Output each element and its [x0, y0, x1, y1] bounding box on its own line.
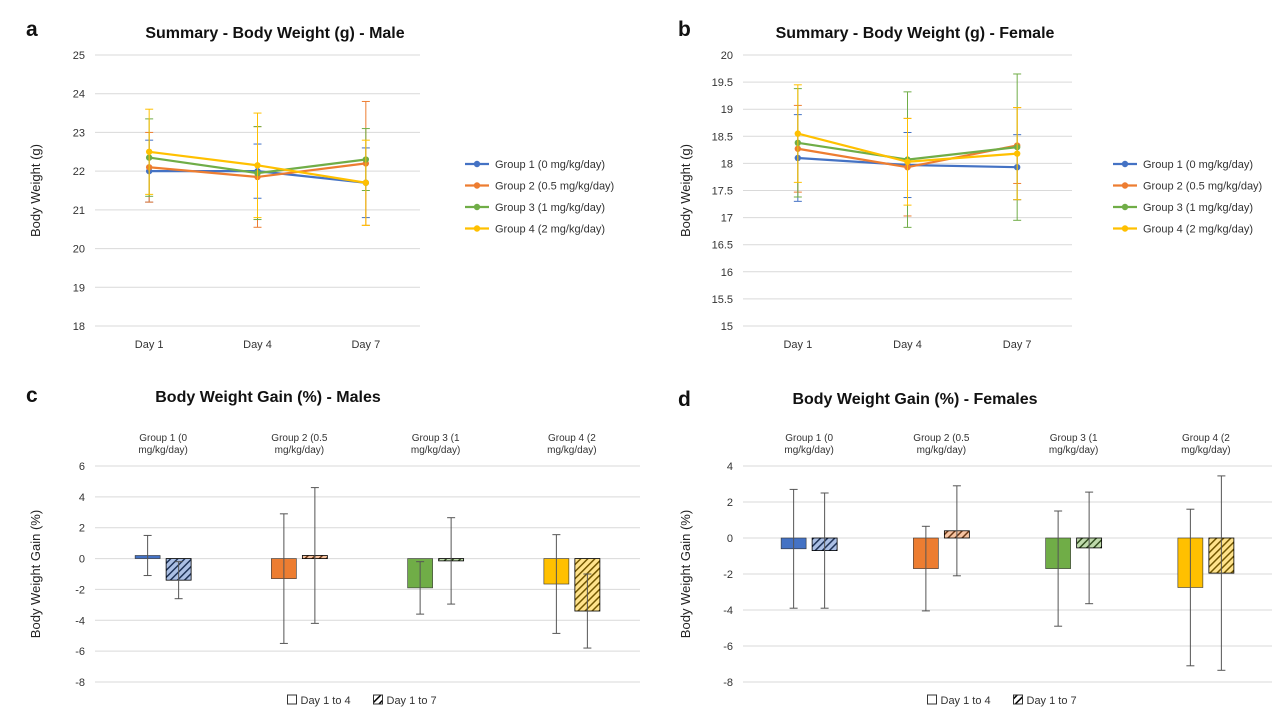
chart-1-legend-marker: [473, 182, 481, 189]
chart-2-legend-marker: [1121, 160, 1129, 168]
chart-3-legend-label: Day 1 to 7: [387, 695, 437, 707]
chart-2-title: Summary - Body Weight (g) - Female: [776, 25, 1055, 42]
chart-3-ytick-label: -8: [75, 677, 85, 689]
chart-2-legend-marker: [1121, 182, 1129, 189]
chart-3-ytick-label: 0: [79, 554, 85, 566]
chart-3-group-label: Group 2 (0.5 mg/kg/day): [271, 433, 328, 456]
chart-1-legend-label: Group 4 (2 mg/kg/day): [495, 224, 605, 236]
chart-1-data-point: [362, 179, 370, 186]
chart-2-ytick-label: 18: [721, 158, 733, 170]
panel-letter-c: c: [26, 384, 38, 407]
chart-2-ytick-label: 17.5: [712, 186, 733, 198]
chart-4-ytick-label: 2: [727, 497, 733, 509]
chart-4-ytick-label: -6: [723, 641, 733, 653]
chart-3-ytick-label: 4: [79, 492, 85, 504]
chart-2-ytick-label: 19: [721, 104, 733, 116]
chart-4-ytick-label: -4: [723, 605, 733, 617]
chart-2-ytick-label: 15.5: [712, 294, 733, 306]
chart-1-legend-label: Group 1 (0 mg/kg/day): [495, 159, 605, 171]
chart-2-legend-marker: [1121, 203, 1129, 211]
chart-2-ytick-label: 16: [721, 267, 733, 279]
chart-4-ylabel: Body Weight Gain (%): [678, 510, 693, 638]
chart-3-group-label: Group 3 (1 mg/kg/day): [411, 433, 460, 456]
chart-2-legend-marker: [1121, 225, 1129, 232]
chart-4-legend-swatch-hatched: [1013, 694, 1023, 705]
chart-2-ytick-label: 20: [721, 50, 733, 62]
chart-2-ytick-label: 15: [721, 321, 733, 333]
chart-4-group-label: Group 3 (1 mg/kg/day): [1049, 433, 1098, 456]
chart-2-legend-label: Group 1 (0 mg/kg/day): [1143, 159, 1253, 171]
chart-2-xtick-label: Day 4: [893, 339, 922, 351]
chart-1-xtick-label: Day 4: [243, 339, 272, 351]
chart-3-ytick-label: -4: [75, 615, 85, 627]
chart-1-xtick-label: Day 7: [351, 339, 380, 351]
chart-2-legend-label: Group 4 (2 mg/kg/day): [1143, 224, 1253, 236]
chart-3-ytick-label: -2: [75, 584, 85, 596]
chart-4-ytick-label: -2: [723, 569, 733, 581]
chart-1-title: Summary - Body Weight (g) - Male: [145, 25, 404, 42]
chart-3-group-label: Group 1 (0 mg/kg/day): [138, 433, 187, 456]
chart-2-data-point: [1013, 150, 1021, 157]
chart-2-xtick-label: Day 1: [783, 339, 812, 351]
chart-1-ylabel: Body Weight (g): [28, 144, 43, 237]
chart-4-group-label: Group 4 (2 mg/kg/day): [1181, 433, 1230, 456]
chart-2-ytick-label: 16.5: [712, 240, 733, 252]
chart-4-title: Body Weight Gain (%) - Females: [792, 391, 1037, 408]
chart-1-legend-label: Group 3 (1 mg/kg/day): [495, 202, 605, 214]
chart-2-ytick-label: 18.5: [712, 131, 733, 143]
panel-letter-d: d: [678, 388, 691, 411]
chart-2-ylabel: Body Weight (g): [678, 144, 693, 237]
chart-3-legend-label: Day 1 to 4: [301, 695, 351, 707]
chart-3-ylabel: Body Weight Gain (%): [28, 510, 43, 638]
chart-1-data-point: [145, 148, 153, 155]
chart-4-group-label: Group 1 (0 mg/kg/day): [784, 433, 833, 456]
chart-1-ytick-label: 18: [73, 321, 85, 333]
chart-3-legend-swatch-solid: [287, 694, 297, 705]
chart-2-data-point: [794, 130, 802, 137]
chart-3-ytick-label: -6: [75, 646, 85, 658]
panel-letter-b: b: [678, 18, 691, 41]
chart-4-ytick-label: 4: [727, 461, 733, 473]
chart-1-legend-marker: [473, 160, 481, 168]
chart-3-ytick-label: 6: [79, 461, 85, 473]
chart-1-ytick-label: 21: [73, 205, 85, 217]
chart-3-group-label: Group 4 (2 mg/kg/day): [547, 433, 596, 456]
chart-1-xtick-label: Day 1: [135, 339, 164, 351]
chart-4-legend-swatch-solid: [927, 694, 937, 705]
chart-1-legend-marker: [473, 225, 481, 232]
chart-2-data-point: [904, 158, 911, 165]
chart-1-legend-label: Group 2 (0.5 mg/kg/day): [495, 181, 614, 193]
panel-letter-a: a: [26, 18, 38, 41]
chart-4-ytick-label: -8: [723, 677, 733, 689]
chart-2-legend-label: Group 2 (0.5 mg/kg/day): [1143, 181, 1262, 193]
chart-4-group-label: Group 2 (0.5 mg/kg/day): [913, 433, 970, 456]
chart-1-ytick-label: 22: [73, 166, 85, 178]
chart-2-xtick-label: Day 7: [1003, 339, 1032, 351]
chart-1-ytick-label: 25: [73, 50, 85, 62]
chart-4-legend-label: Day 1 to 4: [941, 695, 991, 707]
chart-4-legend-label: Day 1 to 7: [1027, 695, 1077, 707]
chart-3-ytick-label: 2: [79, 523, 85, 535]
chart-1-ytick-label: 23: [73, 127, 85, 139]
chart-4-ytick-label: 0: [727, 533, 733, 545]
chart-3-title: Body Weight Gain (%) - Males: [155, 389, 381, 406]
chart-1-ytick-label: 20: [73, 244, 85, 256]
chart-2-legend-label: Group 3 (1 mg/kg/day): [1143, 202, 1253, 214]
chart-1-ytick-label: 19: [73, 282, 85, 294]
chart-2-ytick-label: 19.5: [712, 77, 733, 89]
chart-2-ytick-label: 17: [721, 213, 733, 225]
chart-3-legend-swatch-hatched: [373, 694, 383, 705]
chart-1-data-point: [254, 162, 261, 169]
chart-1-legend-marker: [473, 203, 481, 211]
chart-1-ytick-label: 24: [73, 89, 85, 101]
